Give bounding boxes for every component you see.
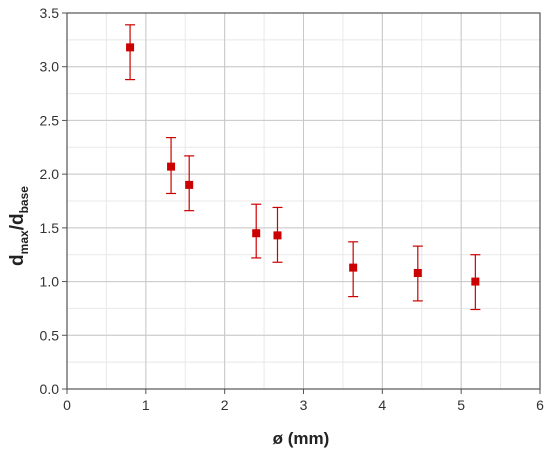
data-point <box>272 206 283 263</box>
y-tick-label: 0.5 <box>40 327 60 343</box>
grid <box>66 12 541 390</box>
data-point <box>184 155 195 212</box>
x-tick-label: 3 <box>300 397 308 413</box>
data-point <box>412 245 423 302</box>
y-axis-title: dmax/dbase <box>7 186 31 266</box>
x-tick-label: 1 <box>142 397 150 413</box>
axis-titles: ø (mm) dmax/dbase <box>7 186 329 448</box>
data-point <box>251 203 262 259</box>
y-axis-title-separator: /d <box>7 213 28 230</box>
y-axis-title-sub-base: base <box>17 186 31 214</box>
square-marker <box>126 43 135 52</box>
y-tick-label: 0.0 <box>40 381 60 397</box>
data-point <box>125 24 136 81</box>
data-point <box>166 137 177 195</box>
data-point <box>470 254 481 311</box>
square-marker <box>349 263 358 272</box>
square-marker <box>273 231 282 240</box>
y-axis-title-main: d <box>7 254 28 266</box>
y-tick-label: 3.0 <box>40 59 60 75</box>
x-tick-label: 2 <box>221 397 229 413</box>
x-axis-title: ø (mm) <box>273 429 330 448</box>
square-marker <box>167 162 176 171</box>
y-tick-label: 2.5 <box>40 112 60 128</box>
x-tick-label: 6 <box>536 397 544 413</box>
data-points <box>125 24 481 311</box>
square-marker <box>413 268 422 277</box>
x-tick-label: 5 <box>457 397 465 413</box>
square-marker <box>252 229 261 238</box>
tick-labels: 0 1 2 3 4 5 6 0.0 0.5 1.0 1.5 2.0 2.5 3.0 3.5 <box>40 5 545 413</box>
y-axis-title-sub-max: max <box>17 230 31 254</box>
y-tick-label: 1.0 <box>40 274 60 290</box>
y-tick-label: 3.5 <box>40 5 60 21</box>
data-point <box>348 241 359 298</box>
square-marker <box>471 277 480 286</box>
axes <box>62 12 541 394</box>
y-tick-label: 1.5 <box>40 220 60 236</box>
x-tick-label: 4 <box>378 397 386 413</box>
y-tick-label: 2.0 <box>40 166 60 182</box>
square-marker <box>185 180 194 189</box>
x-tick-label: 0 <box>63 397 71 413</box>
